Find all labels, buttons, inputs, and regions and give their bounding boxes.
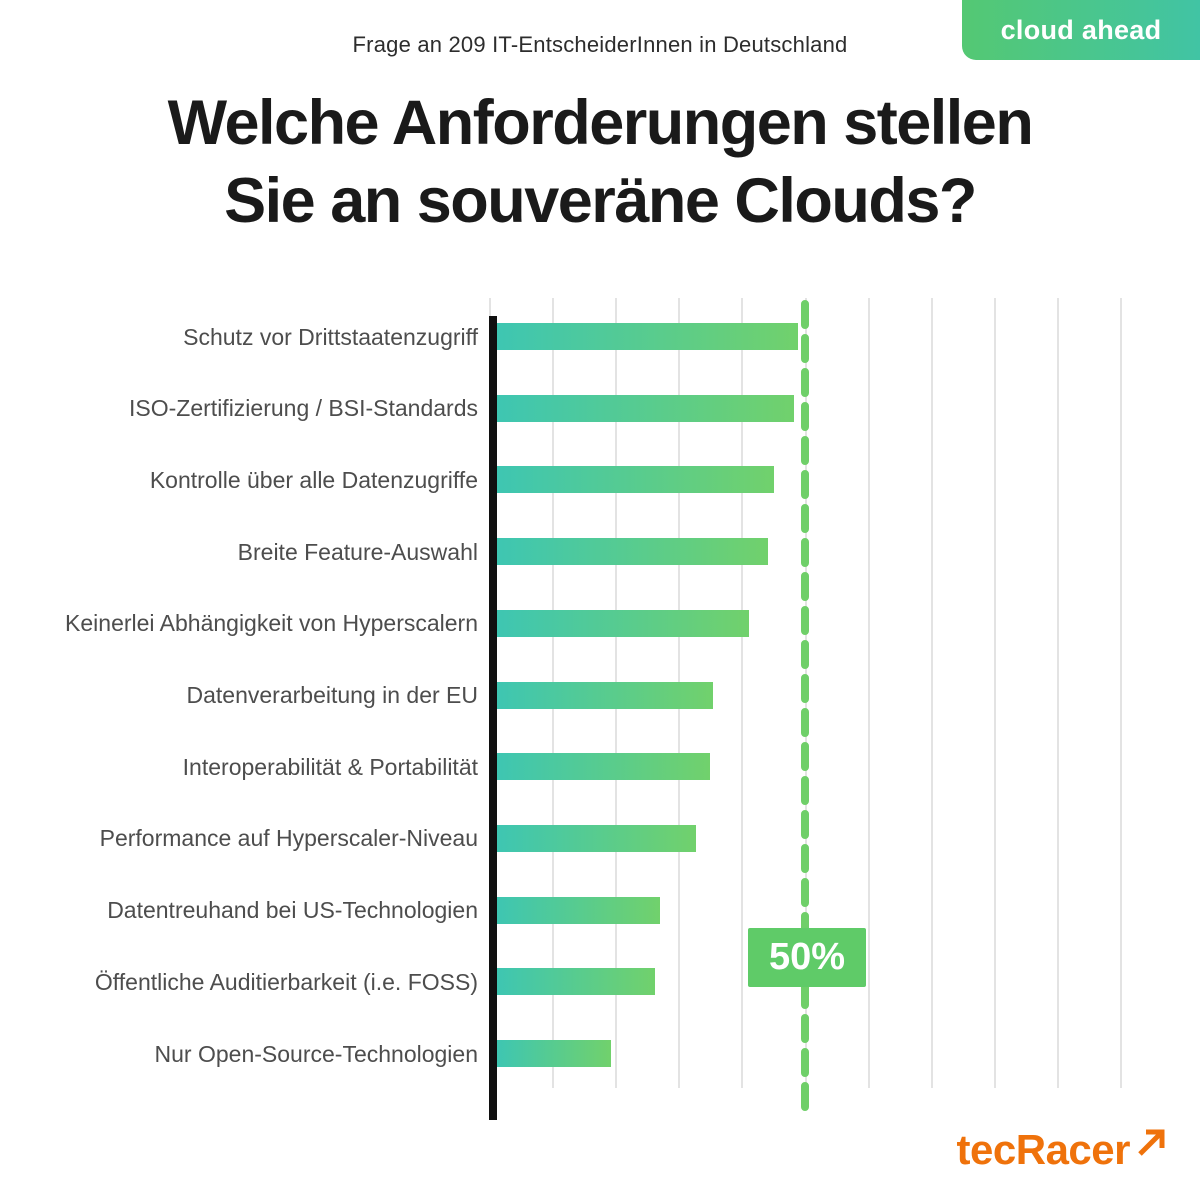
bar <box>497 609 750 637</box>
reference-dashed-line <box>801 300 809 1124</box>
category-label: Interoperabilität & Portabilität <box>182 753 478 780</box>
gridline <box>993 298 996 1088</box>
chart-subtitle: Frage an 209 IT-EntscheiderInnen in Deut… <box>352 32 848 57</box>
tecracer-logo: tecRacer <box>957 1128 1166 1172</box>
reference-value-badge: 50% <box>748 928 866 987</box>
y-axis-line <box>489 316 497 1120</box>
bar <box>497 394 795 422</box>
cloud-ahead-badge: cloud ahead <box>962 0 1200 60</box>
gridline <box>741 298 744 1088</box>
tecracer-logo-text: tecRacer <box>956 1126 1131 1173</box>
gridline <box>1056 298 1059 1088</box>
category-label: Breite Feature-Auswahl <box>237 538 478 565</box>
reference-value-label: 50% <box>768 936 846 978</box>
chart-title-line2: Sie an souveräne Clouds? <box>224 166 977 236</box>
gridline <box>867 298 870 1088</box>
category-label: Nur Open-Source-Technologien <box>154 1040 478 1067</box>
cloud-ahead-badge-label: cloud ahead <box>1000 14 1162 45</box>
arrow-up-right-icon <box>1138 1129 1165 1156</box>
bar <box>497 968 656 996</box>
category-label: Datenverarbeitung in der EU <box>186 682 479 708</box>
bar <box>497 824 697 852</box>
category-label: Schutz vor Drittstaatenzugriff <box>183 323 478 350</box>
bar <box>497 466 774 494</box>
chart-title: Welche Anforderungen stellen Sie an souv… <box>0 84 1200 240</box>
category-label: Keinerlei Abhängigkeit von Hyperscalern <box>65 610 478 637</box>
category-label: Datentreuhand bei US-Technologien <box>107 897 478 924</box>
gridline <box>1120 298 1122 1088</box>
bar <box>497 896 661 924</box>
category-label: Kontrolle über alle Datenzugriffe <box>149 466 478 493</box>
bar <box>497 538 769 566</box>
chart-title-line1: Welche Anforderungen stellen <box>167 88 1034 158</box>
bar <box>497 1040 612 1067</box>
gridline <box>930 298 933 1088</box>
bar <box>497 681 713 709</box>
bar <box>497 753 710 781</box>
category-label: Performance auf Hyperscaler-Niveau <box>99 825 478 852</box>
bar <box>497 323 798 350</box>
category-label: ISO-Zertifizierung / BSI-Standards <box>129 395 478 422</box>
category-label: Öffentliche Auditierbarkeit (i.e. FOSS) <box>94 968 478 995</box>
